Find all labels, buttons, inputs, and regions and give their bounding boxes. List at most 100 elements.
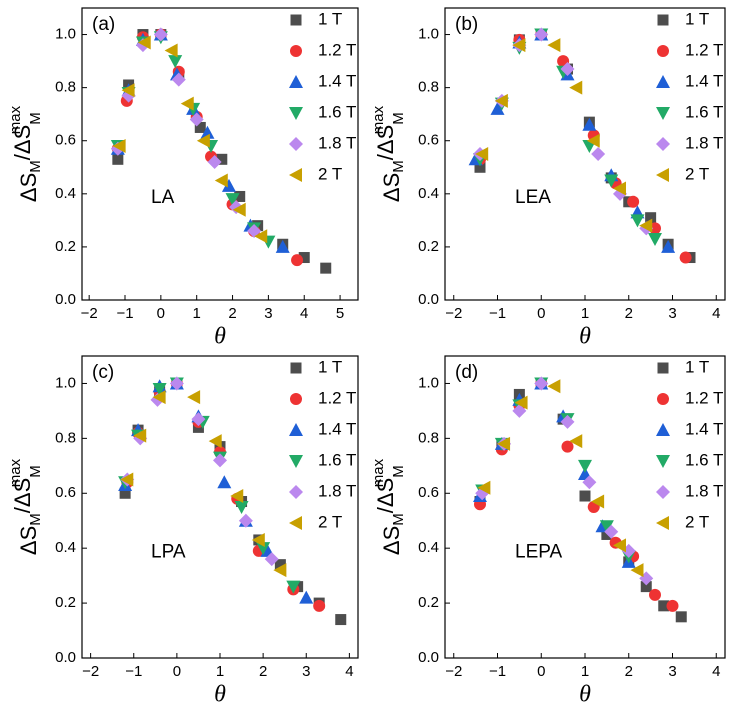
marker [217,475,232,489]
marker [657,14,669,26]
marker [264,552,279,567]
marker [582,117,597,131]
marker [514,395,528,410]
marker [679,251,692,264]
marker [230,489,244,504]
x-tick-label: −2 [82,663,99,680]
x-axis-label: θ [579,682,591,705]
marker [599,520,614,534]
legend-label: 1.8 T [685,133,723,152]
marker [658,600,670,612]
marker [208,434,222,449]
marker [601,528,613,540]
x-tick-label: −1 [116,305,133,322]
legend-label: 2 T [685,512,709,531]
marker [657,362,669,374]
panel-label: (c) [92,362,114,383]
marker [290,362,302,374]
marker [214,173,228,188]
y-axis-label-part: M [390,465,407,478]
marker [648,232,662,246]
marker [474,161,486,173]
y-tick-label: 0.6 [55,132,76,149]
marker [152,382,167,396]
x-tick-label: 2 [259,663,267,680]
legend-label: 1.6 T [318,102,356,121]
y-axis-label-part: M [390,112,407,125]
legend-label: 1.2 T [318,388,356,407]
marker [289,107,303,120]
marker [137,35,151,50]
marker [512,403,527,418]
x-tick-label: −2 [445,663,462,680]
marker [578,459,592,473]
marker [475,147,489,161]
marker [112,139,126,154]
y-axis-label-part: M [27,513,44,526]
marker [534,376,549,391]
legend-label: 1 T [318,9,342,28]
y-axis-label: ΔSM/ΔSMmax [370,458,407,555]
marker [591,494,605,509]
y-axis-label-part: /ΔS [373,478,398,513]
panel-annotation: LA [151,187,175,208]
marker [656,107,670,120]
marker [290,14,302,26]
legend-label: 1 T [685,9,709,28]
legend-label: 2 T [318,512,342,531]
x-axis-label: θ [214,682,226,705]
legend-label: 1.8 T [318,133,356,152]
panel-label: (a) [92,14,115,35]
panel-annotation: LPA [151,541,186,562]
x-tick-label: 1 [581,305,589,322]
marker [273,563,287,578]
plot-frame [81,7,359,301]
marker [164,43,178,58]
y-axis-label-part: max [7,105,24,134]
marker [238,513,253,528]
marker [200,125,215,139]
legend-label: 1 T [318,357,342,376]
marker [234,501,249,514]
y-tick-label: 1.0 [418,26,439,43]
x-tick-label: 0 [173,663,181,680]
y-tick-label: 0.4 [418,185,439,202]
marker [494,93,508,108]
marker [286,580,301,594]
marker [630,563,644,578]
x-tick-label: 3 [668,663,676,680]
legend-label: 1.2 T [318,40,356,59]
x-tick-label: 1 [193,305,201,322]
panel-label: (d) [455,362,478,383]
y-tick-label: 0.2 [418,594,439,611]
marker [119,487,131,499]
y-tick-label: 0.8 [55,429,76,446]
marker [133,428,147,443]
marker [656,516,669,530]
plot-frame [81,355,359,659]
y-tick-label: 0.6 [55,484,76,501]
marker [254,229,268,244]
marker [547,379,561,394]
marker [666,599,679,612]
legend-label: 1.4 T [318,71,356,90]
marker [604,524,619,539]
marker [657,45,669,57]
marker [561,440,574,453]
legend-label: 1.8 T [318,481,356,500]
y-axis-label-part: max [370,458,387,487]
y-tick-label: 0.8 [418,79,439,96]
marker [299,590,314,604]
marker [289,516,302,530]
x-tick-label: 1 [581,663,589,680]
y-axis-label-part: M [27,160,44,173]
y-axis-label-part: ΔS [16,173,41,202]
marker [152,390,166,405]
marker [656,75,670,88]
marker [675,611,687,623]
marker [171,72,186,87]
legend-label: 1.4 T [318,419,356,438]
marker [289,455,303,468]
panel: −2 −1 0 1 2 3 40.00.20.40.60.81.0θΔSM/ΔSMmax(d… [370,355,726,705]
x-tick-label: 3 [302,663,310,680]
